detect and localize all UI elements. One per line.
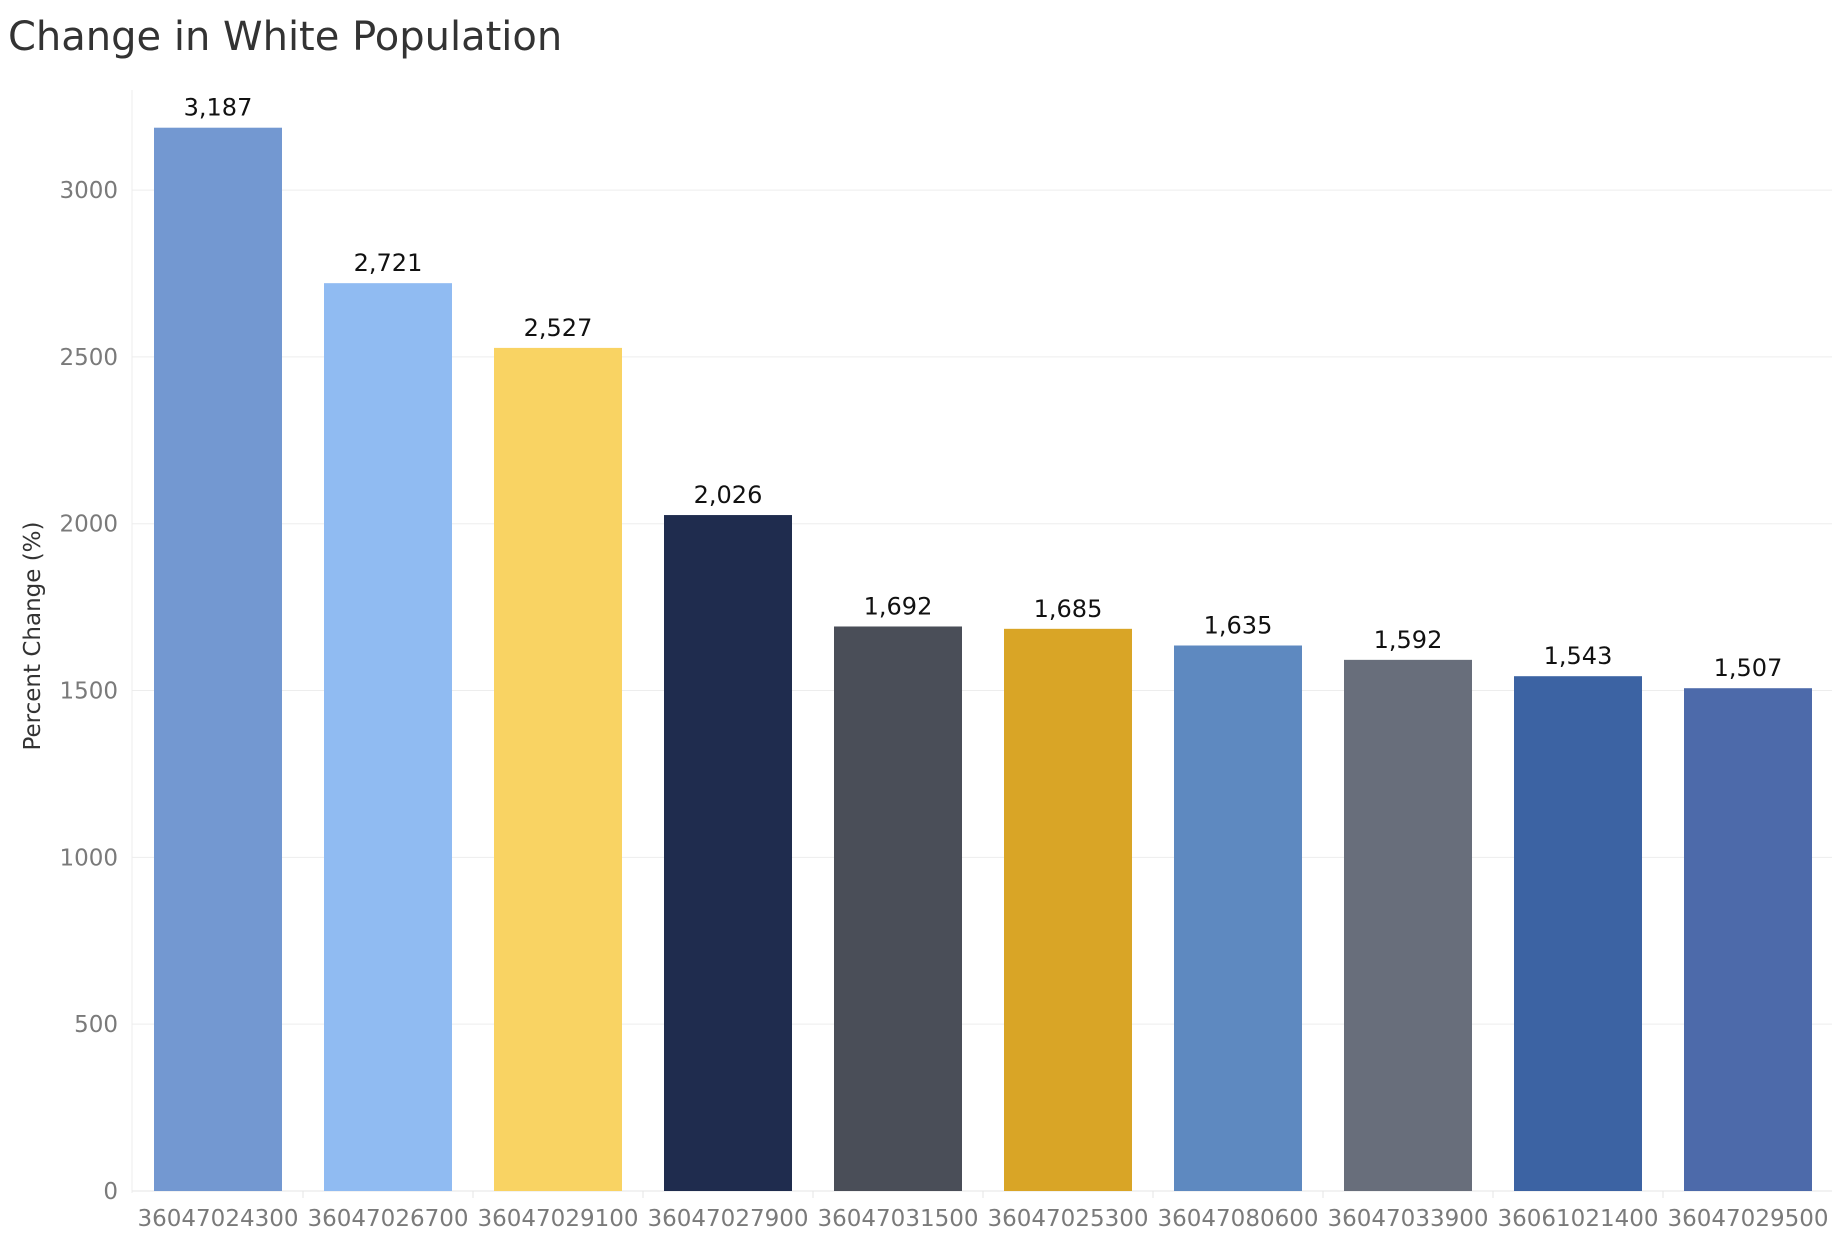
x-tick-label: 36047027900	[648, 1206, 809, 1232]
bar-value-label: 1,685	[1034, 595, 1103, 623]
bar-value-label: 1,635	[1204, 612, 1273, 640]
bar-value-label: 1,543	[1544, 642, 1613, 670]
x-tick-label: 36047024300	[138, 1206, 299, 1232]
bar	[1344, 659, 1472, 1191]
x-tick-label: 36047026700	[308, 1206, 469, 1232]
bar	[154, 127, 282, 1191]
x-tick-label: 36047029100	[478, 1206, 639, 1232]
x-tick-label: 36047025300	[988, 1206, 1149, 1232]
y-tick-label: 500	[74, 1012, 118, 1038]
y-tick-label: 0	[103, 1179, 118, 1205]
bar	[324, 283, 452, 1192]
bar-value-label: 1,692	[864, 592, 933, 620]
bar	[494, 347, 622, 1192]
bar	[1004, 628, 1132, 1191]
bars	[154, 127, 1812, 1192]
bar-value-label: 1,507	[1714, 654, 1783, 682]
x-tick-label: 36047033900	[1328, 1206, 1489, 1232]
bar-value-label: 2,527	[524, 314, 593, 342]
data-labels: 3,187 2,721 2,527 2,026 1,692 1,685 1,635 1,592…	[184, 94, 1783, 683]
bar	[1684, 688, 1812, 1191]
bar	[664, 515, 792, 1191]
y-tick-label: 1500	[59, 679, 118, 705]
x-tick-label: 36047080600	[1158, 1206, 1319, 1232]
bar-value-label: 2,026	[694, 481, 763, 509]
bar	[1514, 676, 1642, 1191]
tick-labels: 0 500 1000 1500 2000 2500 3000 36047024300 36047…	[59, 178, 1828, 1232]
x-tick-label: 36047029500	[1668, 1206, 1829, 1232]
bar-value-label: 1,592	[1374, 626, 1443, 654]
y-tick-label: 2500	[59, 345, 118, 371]
bar-value-label: 3,187	[184, 94, 253, 122]
x-tick-label: 36061021400	[1498, 1206, 1659, 1232]
bar	[834, 626, 962, 1191]
x-tick-label: 36047031500	[818, 1206, 979, 1232]
bar	[1174, 645, 1302, 1191]
y-tick-label: 2000	[59, 512, 118, 538]
chart-title: Change in White Population	[8, 14, 563, 60]
bar-value-label: 2,721	[354, 249, 423, 277]
y-tick-label: 3000	[59, 178, 118, 204]
y-tick-label: 1000	[59, 845, 118, 871]
y-axis-title: Percent Change (%)	[20, 521, 46, 750]
